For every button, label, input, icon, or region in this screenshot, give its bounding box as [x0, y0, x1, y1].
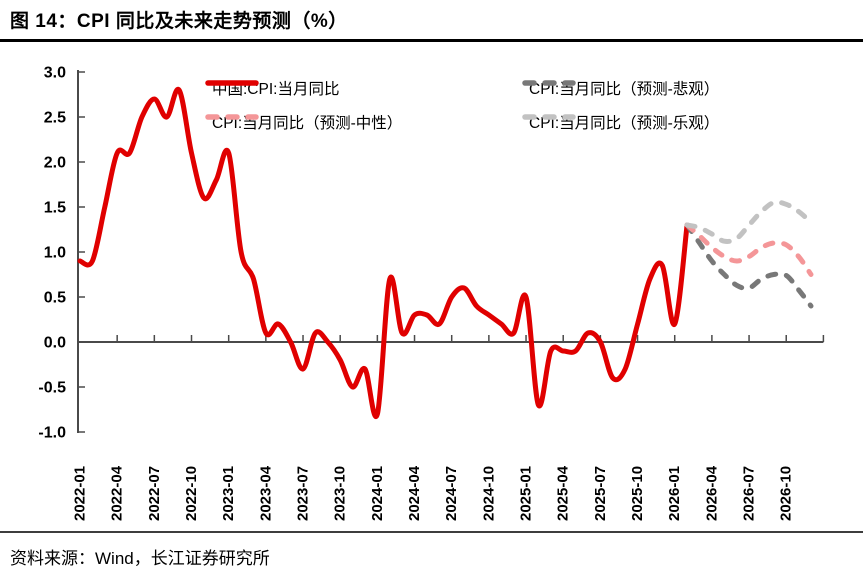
y-tick-label: 2.5 — [44, 110, 66, 127]
y-axis-labels: 3.0 2.5 2.0 1.5 1.0 0.5 0.0 -0.5 -1.0 — [38, 65, 66, 442]
series-optimistic-line — [684, 199, 814, 244]
title-rule — [0, 39, 863, 42]
legend-item-pessimistic: CPI:当月同比（预测-悲观） — [522, 78, 719, 98]
x-tick-label: 2022-10 — [183, 466, 200, 521]
series-neutral-line — [684, 222, 814, 277]
x-tick-label: 2025-01 — [518, 466, 535, 521]
legend-swatch-pessimistic — [522, 80, 576, 86]
tick-marks — [78, 71, 825, 433]
x-tick-label: 2025-07 — [592, 466, 609, 521]
x-tick-label: 2023-07 — [295, 466, 312, 521]
x-tick-label: 2025-10 — [629, 466, 646, 521]
x-tick-label: 2022-07 — [146, 466, 163, 521]
x-tick-label: 2024-07 — [443, 466, 460, 521]
y-tick-label: 1.5 — [44, 200, 66, 217]
x-tick-label: 2023-01 — [220, 466, 237, 521]
x-axis-labels: 2022-01 2022-04 2022-07 2022-10 2023-01 2023-… — [72, 465, 795, 521]
x-tick-label: 2024-01 — [369, 466, 386, 521]
x-tick-label: 2026-07 — [741, 466, 758, 521]
y-tick-label: 1.0 — [44, 245, 66, 262]
legend-swatch-neutral — [205, 114, 259, 120]
x-tick-label: 2023-10 — [332, 466, 349, 521]
y-tick-label: 0.5 — [44, 290, 66, 307]
figure-source: 资料来源：Wind，长江证券研究所 — [10, 549, 270, 568]
y-tick-label: 2.0 — [44, 155, 66, 172]
legend-item-neutral: CPI:当月同比（预测-中性） — [205, 112, 402, 132]
x-tick-label: 2026-10 — [778, 466, 795, 521]
y-tick-label: 3.0 — [44, 65, 66, 82]
legend-item-optimistic: CPI:当月同比（预测-乐观） — [522, 112, 719, 132]
legend-swatch-actual — [205, 80, 259, 86]
x-tick-label: 2023-04 — [257, 465, 274, 521]
figure-title: 图 14：CPI 同比及未来走势预测（%） — [10, 11, 348, 32]
legend-label: CPI:当月同比（预测-乐观） — [529, 115, 720, 132]
y-tick-label: -1.0 — [38, 425, 66, 442]
x-tick-label: 2026-01 — [666, 466, 683, 521]
x-tick-label: 2022-01 — [72, 466, 89, 521]
legend-label: CPI:当月同比（预测-悲观） — [529, 81, 720, 98]
footer-rule — [0, 531, 863, 533]
legend-label: CPI:当月同比（预测-中性） — [212, 115, 403, 132]
x-tick-label: 2024-04 — [406, 465, 423, 521]
y-tick-label: 0.0 — [44, 335, 66, 352]
x-tick-label: 2024-10 — [480, 466, 497, 521]
legend-swatch-optimistic — [522, 114, 576, 120]
x-tick-label: 2025-04 — [555, 465, 572, 521]
x-tick-label: 2026-04 — [703, 465, 720, 521]
legend-item-actual: 中国:CPI:当月同比 — [205, 78, 339, 98]
y-tick-label: -0.5 — [38, 380, 66, 397]
series-pessimistic-line — [684, 222, 814, 309]
series-actual-line — [77, 86, 690, 420]
x-tick-label: 2022-04 — [109, 465, 126, 521]
